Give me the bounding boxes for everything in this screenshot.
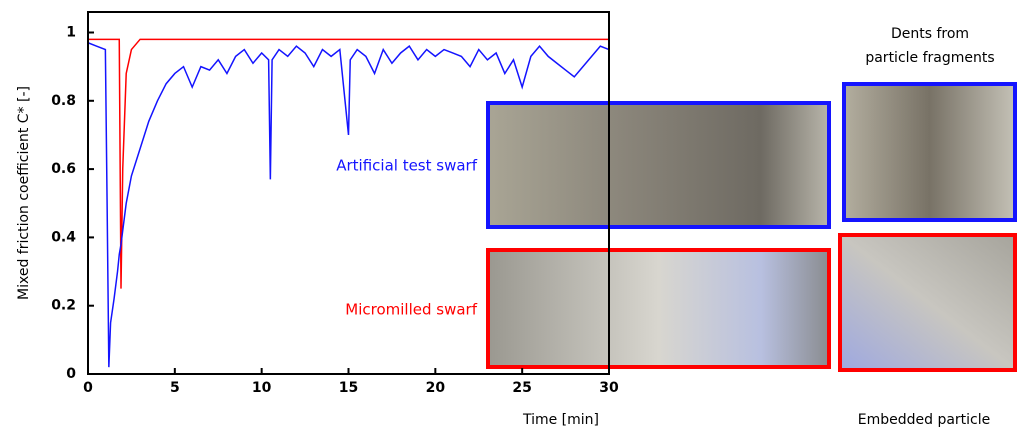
y-tick-label: 0.6 <box>51 161 76 177</box>
y-tick-label: 0.4 <box>51 229 76 245</box>
y-tick-label: 1 <box>66 24 76 40</box>
x-tick-label: 5 <box>170 380 180 396</box>
x-tick-label: 20 <box>426 380 446 396</box>
x-tick-label: 10 <box>252 380 272 396</box>
x-axis-label: Time [min] <box>522 412 599 428</box>
data-line <box>87 42 610 368</box>
image-caption: Dents from particle fragments <box>865 26 994 66</box>
y-axis-label: Mixed friction coefficient C* [-] <box>16 86 32 300</box>
x-tick-label: 25 <box>512 380 531 396</box>
y-tick-label: 0.8 <box>51 93 76 109</box>
photo-dents <box>842 82 1017 222</box>
photo-micromilled <box>486 248 831 369</box>
x-tick-label: 30 <box>599 380 619 396</box>
series-label: Micromilled swarf <box>345 301 477 319</box>
y-tick-label: 0 <box>66 366 76 382</box>
plot-frame <box>87 11 610 375</box>
photo-artificial <box>486 101 831 229</box>
data-line <box>88 38 609 289</box>
y-tick-label: 0.2 <box>51 298 76 314</box>
x-tick-label: 0 <box>83 380 93 396</box>
photos <box>486 82 1017 372</box>
photo-embedded <box>838 233 1017 372</box>
series-label: Artificial test swarf <box>336 157 477 175</box>
image-caption: Embedded particle <box>858 412 991 428</box>
x-tick-label: 15 <box>339 380 358 396</box>
